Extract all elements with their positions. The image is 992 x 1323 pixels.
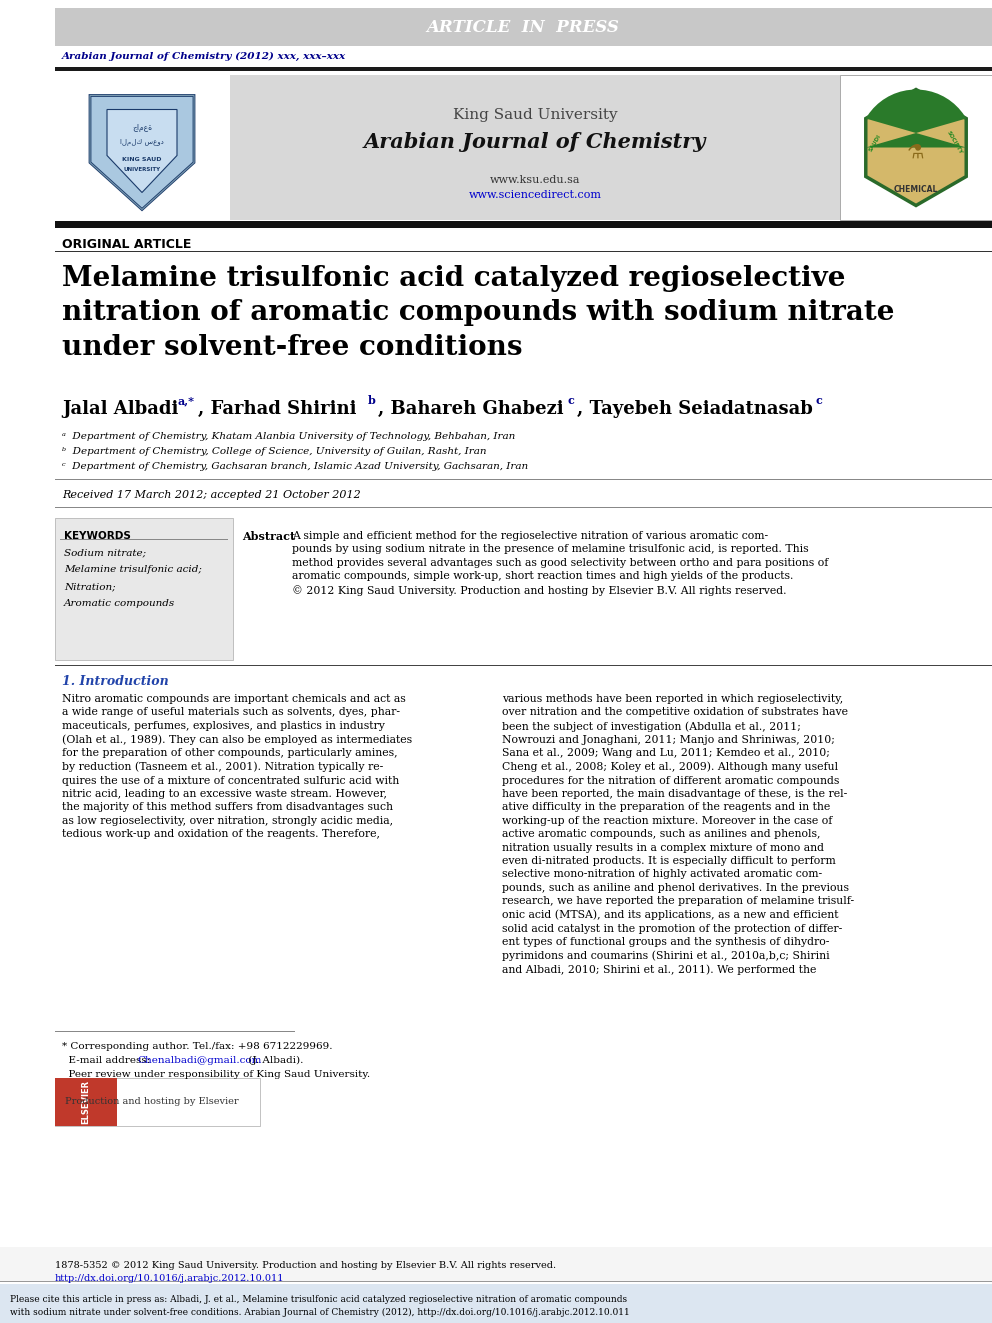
Text: ⚗: ⚗: [908, 143, 925, 161]
Bar: [55, 221, 992, 228]
Text: جامعة: جامعة: [132, 123, 152, 132]
Text: ELSEVIER: ELSEVIER: [81, 1080, 90, 1125]
Text: Aromatic compounds: Aromatic compounds: [64, 599, 176, 609]
Text: Please cite this article in press as: Albadi, J. et al., Melamine trisulfonic ac: Please cite this article in press as: Al…: [10, 1295, 627, 1304]
Text: Peer review under responsibility of King Saud University.: Peer review under responsibility of King…: [62, 1070, 370, 1080]
Bar: [55, 519, 233, 660]
Bar: [0, 1285, 992, 1323]
Bar: [0, 1248, 992, 1282]
Bar: [55, 664, 992, 665]
Text: * Corresponding author. Tel./fax: +98 6712229969.: * Corresponding author. Tel./fax: +98 67…: [62, 1043, 332, 1050]
Bar: [55, 1078, 260, 1126]
Text: 1878-5352 © 2012 King Saud University. Production and hosting by Elsevier B.V. A: 1878-5352 © 2012 King Saud University. P…: [55, 1261, 557, 1270]
Text: Chenalbadi@gmail.com: Chenalbadi@gmail.com: [137, 1056, 261, 1065]
Text: a,*: a,*: [178, 396, 195, 406]
Polygon shape: [866, 90, 966, 205]
Text: Melamine trisulfonic acid;: Melamine trisulfonic acid;: [64, 565, 202, 574]
Text: c: c: [815, 396, 822, 406]
Text: b: b: [368, 396, 376, 406]
Text: ᵇ  Department of Chemistry, College of Science, University of Guilan, Rasht, Ira: ᵇ Department of Chemistry, College of Sc…: [62, 447, 486, 456]
Text: , Tayebeh Seiadatnasab: , Tayebeh Seiadatnasab: [577, 400, 812, 418]
Bar: [55, 67, 992, 71]
Text: KING SAUD: KING SAUD: [122, 157, 162, 161]
Text: Received 17 March 2012; accepted 21 October 2012: Received 17 March 2012; accepted 21 Octo…: [62, 490, 361, 500]
Text: A simple and efficient method for the regioselective nitration of various aromat: A simple and efficient method for the re…: [292, 531, 828, 595]
Text: with sodium nitrate under solvent-free conditions. Arabian Journal of Chemistry : with sodium nitrate under solvent-free c…: [10, 1308, 630, 1318]
Text: Nitro aromatic compounds are important chemicals and act as
a wide range of usef: Nitro aromatic compounds are important c…: [62, 695, 412, 839]
Polygon shape: [90, 95, 194, 209]
Text: Sodium nitrate;: Sodium nitrate;: [64, 548, 146, 557]
Text: www.ksu.edu.sa: www.ksu.edu.sa: [490, 175, 580, 185]
Bar: [230, 75, 840, 220]
Text: SOCIETY: SOCIETY: [946, 130, 963, 155]
Text: www.sciencedirect.com: www.sciencedirect.com: [468, 191, 601, 200]
Text: ᶜ  Department of Chemistry, Gachsaran branch, Islamic Azad University, Gachsaran: ᶜ Department of Chemistry, Gachsaran bra…: [62, 462, 528, 471]
Bar: [840, 75, 992, 220]
Text: Jalal Albadi: Jalal Albadi: [62, 400, 179, 418]
Text: KEYWORDS: KEYWORDS: [64, 531, 131, 541]
Text: King Saud University: King Saud University: [452, 108, 617, 122]
Text: CHEMICAL: CHEMICAL: [894, 185, 938, 194]
Text: c: c: [567, 396, 574, 406]
Text: الملك سعود: الملك سعود: [120, 139, 164, 146]
Bar: [55, 8, 992, 46]
Text: E-mail address:: E-mail address:: [62, 1056, 154, 1065]
Polygon shape: [107, 110, 177, 193]
Text: UNIVERSITY: UNIVERSITY: [123, 167, 161, 172]
Text: Abstract: Abstract: [242, 531, 296, 542]
Text: Arabian Journal of Chemistry: Arabian Journal of Chemistry: [364, 132, 706, 152]
Text: various methods have been reported in which regioselectivity,
over nitration and: various methods have been reported in wh…: [502, 695, 854, 975]
Bar: [55, 75, 230, 220]
Text: (J. Albadi).: (J. Albadi).: [245, 1056, 304, 1065]
Text: , Farhad Shirini: , Farhad Shirini: [198, 400, 356, 418]
Text: Melamine trisulfonic acid catalyzed regioselective
nitration of aromatic compoun: Melamine trisulfonic acid catalyzed regi…: [62, 265, 895, 361]
Text: ORIGINAL ARTICLE: ORIGINAL ARTICLE: [62, 238, 191, 251]
Text: ARTICLE  IN  PRESS: ARTICLE IN PRESS: [427, 19, 619, 36]
Bar: [55, 1078, 117, 1126]
Text: , Bahareh Ghabezi: , Bahareh Ghabezi: [378, 400, 563, 418]
Polygon shape: [866, 90, 966, 147]
Text: Production and hosting by Elsevier: Production and hosting by Elsevier: [65, 1098, 239, 1106]
Text: ᵃ  Department of Chemistry, Khatam Alanbia University of Technology, Behbahan, I: ᵃ Department of Chemistry, Khatam Alanbi…: [62, 433, 515, 441]
Text: Nitration;: Nitration;: [64, 582, 116, 591]
Text: 1. Introduction: 1. Introduction: [62, 675, 169, 688]
Text: http://dx.doi.org/10.1016/j.arabjc.2012.10.011: http://dx.doi.org/10.1016/j.arabjc.2012.…: [55, 1274, 285, 1283]
Text: Arabian Journal of Chemistry (2012) xxx, xxx–xxx: Arabian Journal of Chemistry (2012) xxx,…: [62, 52, 346, 61]
Text: SAUDI: SAUDI: [868, 134, 882, 152]
